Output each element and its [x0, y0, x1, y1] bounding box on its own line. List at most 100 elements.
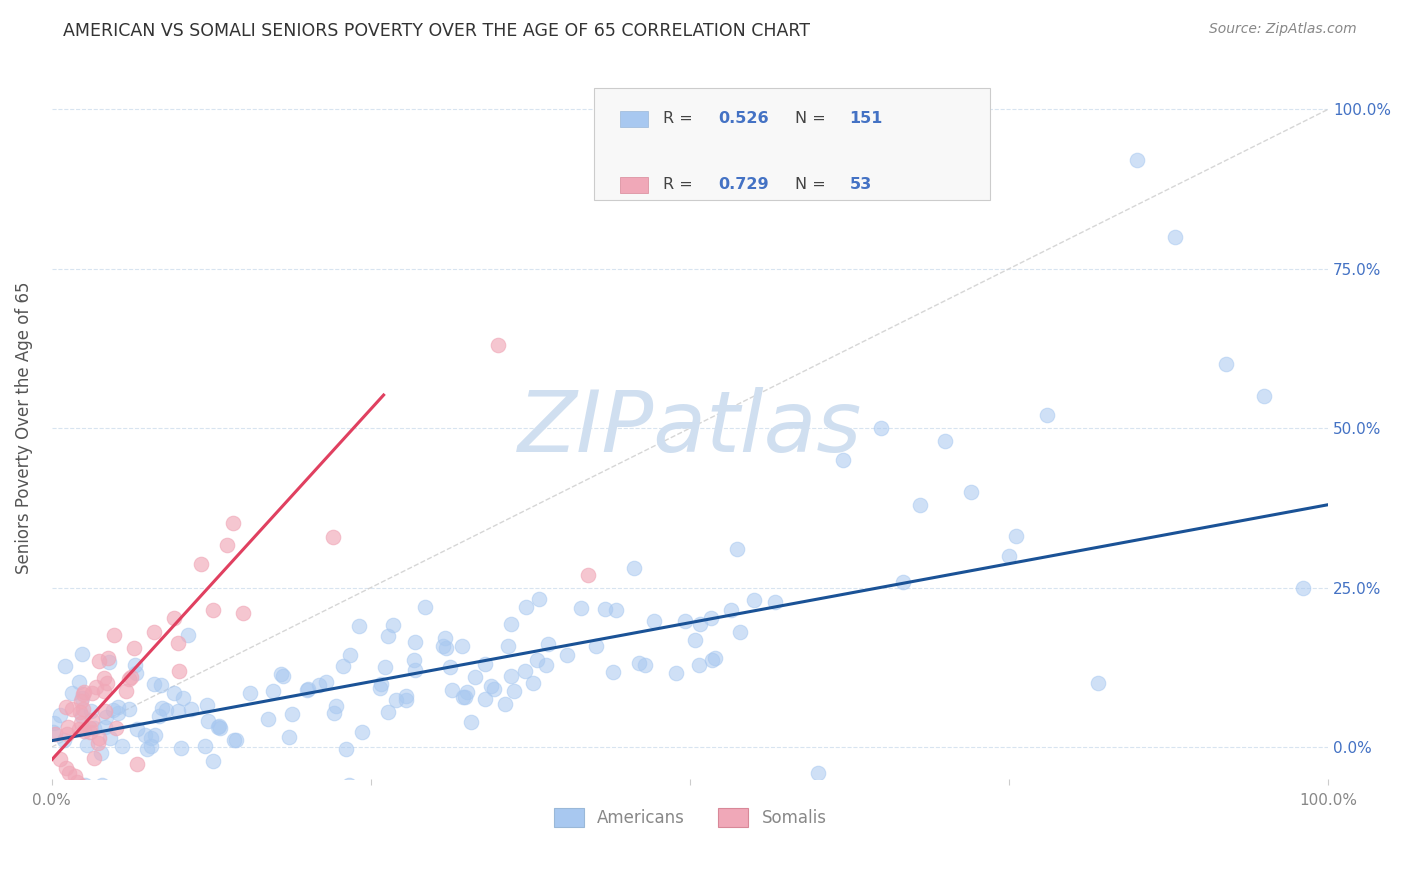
- Point: [122, 641, 145, 656]
- Point: [998, 549, 1021, 563]
- Point: [1291, 581, 1313, 595]
- Point: [70, 716, 93, 731]
- Point: [569, 601, 592, 615]
- Point: [441, 682, 464, 697]
- Point: [51, 781, 73, 796]
- Point: [56, 720, 79, 734]
- Point: [75, 778, 97, 792]
- Point: [370, 677, 392, 691]
- Point: [190, 557, 212, 571]
- Point: [97, 651, 120, 665]
- Point: [537, 636, 560, 650]
- Point: [44, 715, 66, 730]
- Point: [70, 691, 93, 706]
- Point: [555, 648, 578, 662]
- Point: [689, 617, 711, 632]
- Point: [80, 705, 103, 719]
- Point: [688, 657, 710, 672]
- Point: [474, 657, 496, 671]
- Point: [69, 705, 91, 719]
- Point: [335, 742, 357, 756]
- Point: [217, 538, 239, 552]
- Legend: Americans, Somalis: Americans, Somalis: [547, 801, 832, 834]
- Point: [432, 640, 454, 654]
- Point: [413, 600, 436, 615]
- Point: [42, 725, 65, 739]
- Point: [195, 698, 218, 712]
- Point: [94, 704, 117, 718]
- Point: [58, 766, 80, 780]
- Point: [1253, 389, 1275, 403]
- FancyBboxPatch shape: [620, 112, 648, 127]
- Text: 0.729: 0.729: [718, 178, 769, 193]
- Point: [347, 618, 370, 632]
- Point: [67, 723, 90, 737]
- Point: [87, 736, 110, 750]
- Point: [593, 601, 616, 615]
- Point: [395, 689, 418, 703]
- Point: [959, 485, 981, 500]
- Point: [1215, 358, 1237, 372]
- Point: [207, 721, 229, 735]
- Point: [177, 628, 200, 642]
- Point: [451, 690, 474, 705]
- Point: [643, 614, 665, 628]
- Point: [170, 741, 193, 756]
- Point: [152, 700, 174, 714]
- Point: [52, 733, 75, 747]
- Point: [208, 719, 231, 733]
- Point: [96, 676, 118, 690]
- Point: [67, 675, 90, 690]
- Point: [494, 697, 516, 711]
- Point: [125, 665, 148, 680]
- Point: [120, 670, 142, 684]
- Point: [623, 561, 645, 575]
- Text: AMERICAN VS SOMALI SENIORS POVERTY OVER THE AGE OF 65 CORRELATION CHART: AMERICAN VS SOMALI SENIORS POVERTY OVER …: [63, 22, 810, 40]
- Point: [454, 690, 477, 704]
- Point: [934, 434, 956, 448]
- Point: [232, 606, 254, 620]
- Text: 0.526: 0.526: [718, 112, 769, 127]
- Point: [94, 709, 117, 723]
- Point: [89, 654, 111, 668]
- Point: [111, 739, 134, 753]
- Point: [870, 421, 893, 435]
- Point: [127, 756, 149, 771]
- Point: [1087, 676, 1109, 690]
- Point: [728, 624, 751, 639]
- Point: [87, 731, 110, 745]
- Point: [908, 498, 931, 512]
- Point: [70, 779, 93, 793]
- Point: [499, 617, 522, 632]
- Point: [167, 636, 190, 650]
- Point: [1004, 529, 1026, 543]
- Point: [763, 595, 786, 609]
- Point: [94, 720, 117, 734]
- Point: [585, 639, 607, 653]
- Text: N =: N =: [794, 112, 831, 127]
- Point: [118, 701, 141, 715]
- Point: [98, 655, 121, 669]
- Point: [605, 603, 627, 617]
- Point: [700, 653, 723, 667]
- Point: [322, 530, 344, 544]
- Point: [225, 732, 247, 747]
- Point: [332, 658, 354, 673]
- Point: [125, 722, 148, 736]
- Point: [163, 686, 186, 700]
- Point: [172, 691, 194, 706]
- Point: [124, 658, 146, 673]
- Point: [434, 640, 457, 655]
- Point: [704, 650, 727, 665]
- Point: [65, 769, 87, 783]
- Point: [201, 602, 224, 616]
- Point: [76, 738, 98, 752]
- Point: [103, 628, 125, 642]
- Point: [107, 706, 129, 720]
- Point: [72, 702, 94, 716]
- Point: [395, 693, 418, 707]
- Point: [381, 618, 404, 632]
- Point: [297, 681, 319, 696]
- Point: [527, 592, 550, 607]
- Point: [280, 706, 302, 721]
